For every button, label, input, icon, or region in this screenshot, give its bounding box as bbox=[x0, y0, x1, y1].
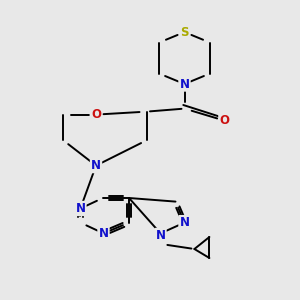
Text: N: N bbox=[75, 202, 85, 215]
Text: S: S bbox=[180, 26, 189, 39]
Text: O: O bbox=[91, 108, 101, 121]
Text: N: N bbox=[179, 77, 190, 91]
Text: O: O bbox=[219, 114, 230, 127]
Text: N: N bbox=[91, 159, 101, 172]
Text: N: N bbox=[179, 216, 190, 229]
Text: N: N bbox=[155, 229, 166, 242]
Text: N: N bbox=[98, 227, 109, 240]
